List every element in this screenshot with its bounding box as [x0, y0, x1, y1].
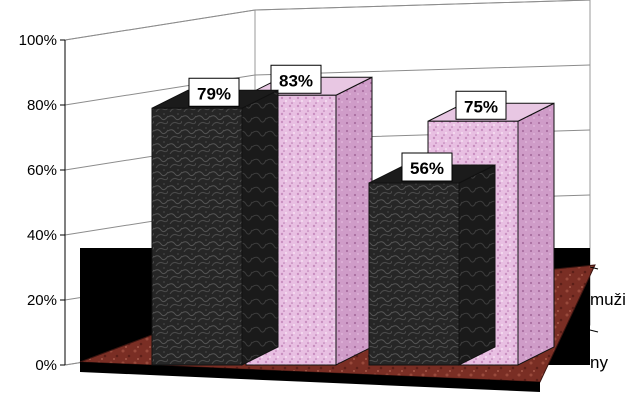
y-tick-label: 20% — [27, 292, 57, 309]
bar-ny-1-data-label: 79% — [197, 84, 231, 103]
bar-muzi-2-label-box — [455, 90, 507, 120]
bar-ny-1-front — [151, 107, 243, 366]
depth-tick-mark — [589, 329, 599, 333]
gridline — [64, 0, 591, 41]
series-axis-label: ny — [590, 353, 608, 372]
bar-ny-1 — [151, 89, 279, 366]
bar-ny-2-side — [458, 164, 496, 366]
y-tick-label: 60% — [27, 162, 57, 179]
bar-ny-2-front — [368, 182, 460, 366]
floor-front-edge — [80, 362, 540, 392]
bar-muzi-1-label-box — [270, 64, 322, 94]
bar-muzi-2-side — [517, 102, 555, 366]
bar-muzi-1-side — [335, 76, 373, 366]
y-tick-label: 80% — [27, 97, 57, 114]
gridline — [64, 64, 591, 106]
bar-muzi-2-data-label: 75% — [464, 97, 498, 116]
bar-ny-1-side — [241, 89, 279, 366]
y-tick-label: 40% — [27, 227, 57, 244]
series-axis-label: muži — [590, 290, 626, 309]
bar-muzi-1-data-label: 83% — [279, 71, 313, 90]
depth-tick-mark — [589, 266, 599, 270]
y-tick-label: 0% — [35, 357, 57, 374]
bar-ny-2-data-label: 56% — [410, 159, 444, 178]
bar-ny-1-label-box — [188, 77, 240, 107]
bar-ny-2-label-box — [401, 152, 453, 182]
y-tick-label: 100% — [19, 32, 57, 49]
bar-ny-2 — [368, 164, 496, 366]
